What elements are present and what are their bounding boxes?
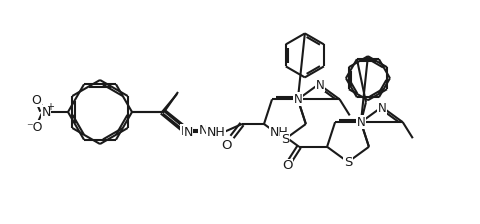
Text: NH: NH xyxy=(270,126,288,139)
Text: +: + xyxy=(47,102,55,112)
Text: NH: NH xyxy=(206,125,226,138)
Text: N: N xyxy=(315,79,324,92)
Text: NH: NH xyxy=(199,123,217,136)
Text: ⁻O: ⁻O xyxy=(26,121,42,134)
Text: S: S xyxy=(281,133,289,146)
Text: O: O xyxy=(222,138,232,151)
Text: N: N xyxy=(357,116,365,129)
Text: S: S xyxy=(344,155,352,168)
Text: N: N xyxy=(180,125,190,138)
Text: N: N xyxy=(293,93,302,106)
Text: O: O xyxy=(282,159,292,172)
Text: N: N xyxy=(377,101,386,114)
Text: N: N xyxy=(41,106,51,118)
Text: N: N xyxy=(183,125,192,138)
Text: O: O xyxy=(31,93,41,106)
